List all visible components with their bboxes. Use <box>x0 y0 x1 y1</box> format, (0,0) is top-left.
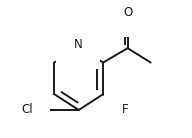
Text: Cl: Cl <box>21 104 33 116</box>
Text: F: F <box>122 104 128 116</box>
Text: N: N <box>74 38 82 51</box>
Text: O: O <box>124 6 133 19</box>
